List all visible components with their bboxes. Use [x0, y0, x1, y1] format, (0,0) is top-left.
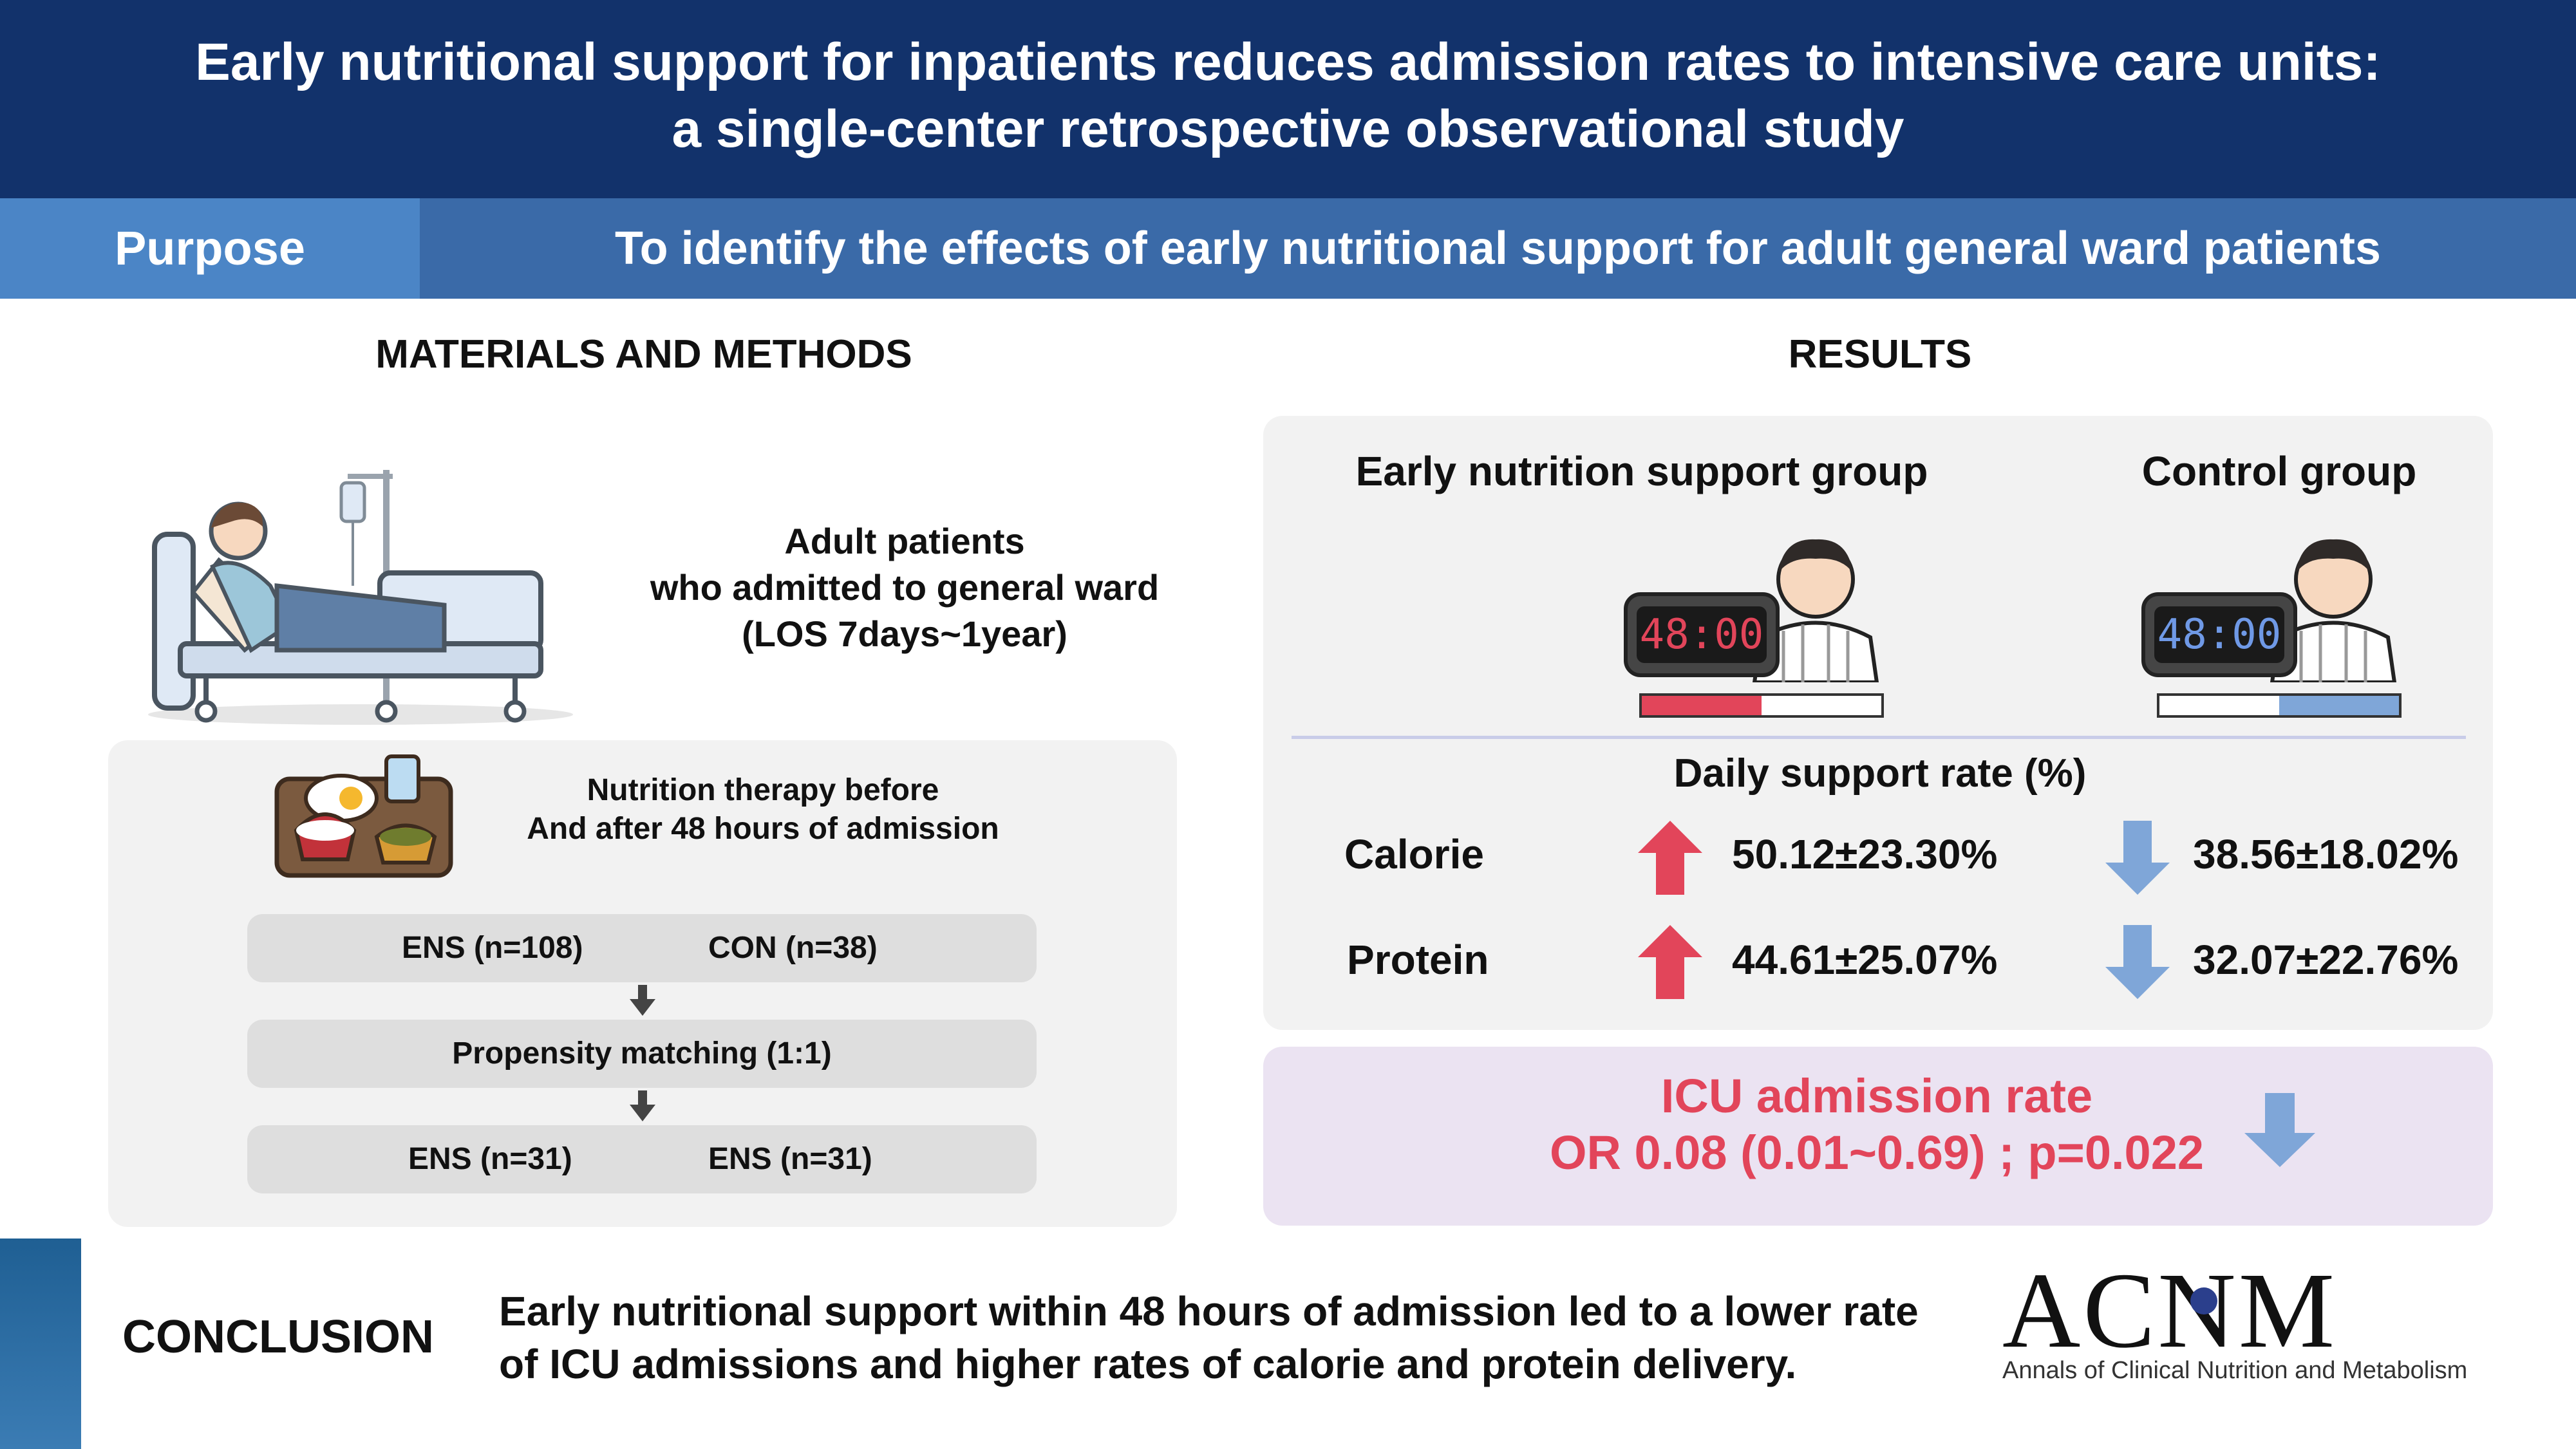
protein-down-arrow-icon	[2105, 925, 2170, 999]
flow-arrow-2-icon	[630, 1105, 655, 1121]
control-support-bar-fill	[2279, 696, 2399, 715]
icu-title: ICU admission rate	[1660, 1069, 2093, 1123]
nutrition-therapy-line-1: Nutrition therapy before	[587, 773, 939, 807]
patient-criteria-line-3: (LOS 7days~1year)	[742, 613, 1067, 654]
acnm-logo-dot	[2190, 1287, 2217, 1314]
results-divider	[1292, 736, 2466, 739]
meal-tray-icon	[274, 754, 453, 878]
flow-step-1-con: CON (n=38)	[708, 931, 878, 965]
flow-step-3-right: ENS (n=31)	[708, 1142, 872, 1176]
results-title: RESULTS	[1788, 332, 1972, 377]
acnm-logo: ACNM Annals of Clinical Nutrition and Me…	[2002, 1249, 2562, 1397]
control-support-bar	[2157, 693, 2402, 718]
early-support-bar	[1639, 693, 1884, 718]
flow-step-3: ENS (n=31) ENS (n=31)	[247, 1125, 1037, 1193]
daily-rate-label: Daily support rate (%)	[1673, 751, 2087, 796]
patient-criteria-line-2: who admitted to general ward	[650, 567, 1160, 608]
early-support-bar-fill	[1642, 696, 1762, 715]
acnm-logo-name: ACNM	[2002, 1251, 2338, 1370]
nutrition-therapy-line-2: And after 48 hours of admission	[527, 812, 999, 846]
protein-control-value: 32.07±22.76%	[2193, 937, 2459, 983]
title-line-1: Early nutritional support for inpatients…	[195, 33, 2381, 91]
control-clock-display: 48:00	[2154, 606, 2284, 663]
flow-arrow-1-icon	[630, 999, 655, 1016]
control-alarm-clock-icon: 48:00	[2141, 592, 2297, 677]
icu-down-arrow-icon	[2244, 1093, 2315, 1167]
flow-arrow-1-stem	[638, 985, 647, 1000]
flow-step-1-ens: ENS (n=108)	[402, 931, 583, 965]
calorie-control-value: 38.56±18.02%	[2193, 831, 2459, 877]
group-early-label: Early nutrition support group	[1355, 448, 1928, 494]
hospital-bed-patient-icon	[148, 470, 573, 725]
acnm-logo-subtitle: Annals of Clinical Nutrition and Metabol…	[2002, 1357, 2468, 1384]
protein-up-arrow-icon	[1638, 925, 1702, 999]
protein-label: Protein	[1347, 937, 1489, 983]
calorie-down-arrow-icon	[2105, 821, 2170, 895]
patient-criteria: Adult patients who admitted to general w…	[599, 518, 1210, 657]
conclusion-accent-bar	[0, 1239, 81, 1449]
flow-step-3-left: ENS (n=31)	[408, 1142, 572, 1176]
icu-value: OR 0.08 (0.01~0.69) ; p=0.022	[1549, 1126, 2205, 1179]
patient-criteria-line-1: Adult patients	[784, 521, 1025, 561]
control-group-person-icon	[2270, 539, 2397, 682]
flow-step-2: Propensity matching (1:1)	[247, 1020, 1037, 1088]
early-group-person-icon	[1752, 539, 1879, 682]
conclusion-line-1: Early nutritional support within 48 hour…	[499, 1288, 1919, 1334]
purpose-text: To identify the effects of early nutriti…	[420, 198, 2576, 299]
nutrition-therapy-text: Nutrition therapy before And after 48 ho…	[489, 771, 1037, 848]
conclusion-line-2: of ICU admissions and higher rates of ca…	[499, 1341, 1797, 1387]
early-alarm-clock-icon: 48:00	[1624, 592, 1780, 677]
early-clock-display: 48:00	[1637, 606, 1767, 663]
title-banner: Early nutritional support for inpatients…	[0, 0, 2576, 198]
group-control-label: Control group	[2141, 448, 2417, 494]
flow-arrow-2-stem	[638, 1090, 647, 1106]
conclusion-label: CONCLUSION	[122, 1311, 434, 1363]
flow-step-1: ENS (n=108) CON (n=38)	[247, 914, 1037, 982]
title-line-2: a single-center retrospective observatio…	[672, 100, 1904, 158]
purpose-label: Purpose	[0, 198, 420, 299]
conclusion-text: Early nutritional support within 48 hour…	[499, 1285, 1980, 1390]
calorie-up-arrow-icon	[1638, 821, 1702, 895]
protein-early-value: 44.61±25.07%	[1732, 937, 1998, 983]
results-panel	[1263, 416, 2493, 1030]
calorie-label: Calorie	[1344, 831, 1484, 877]
methods-title: MATERIALS AND METHODS	[375, 332, 912, 377]
calorie-early-value: 50.12±23.30%	[1732, 831, 1998, 877]
